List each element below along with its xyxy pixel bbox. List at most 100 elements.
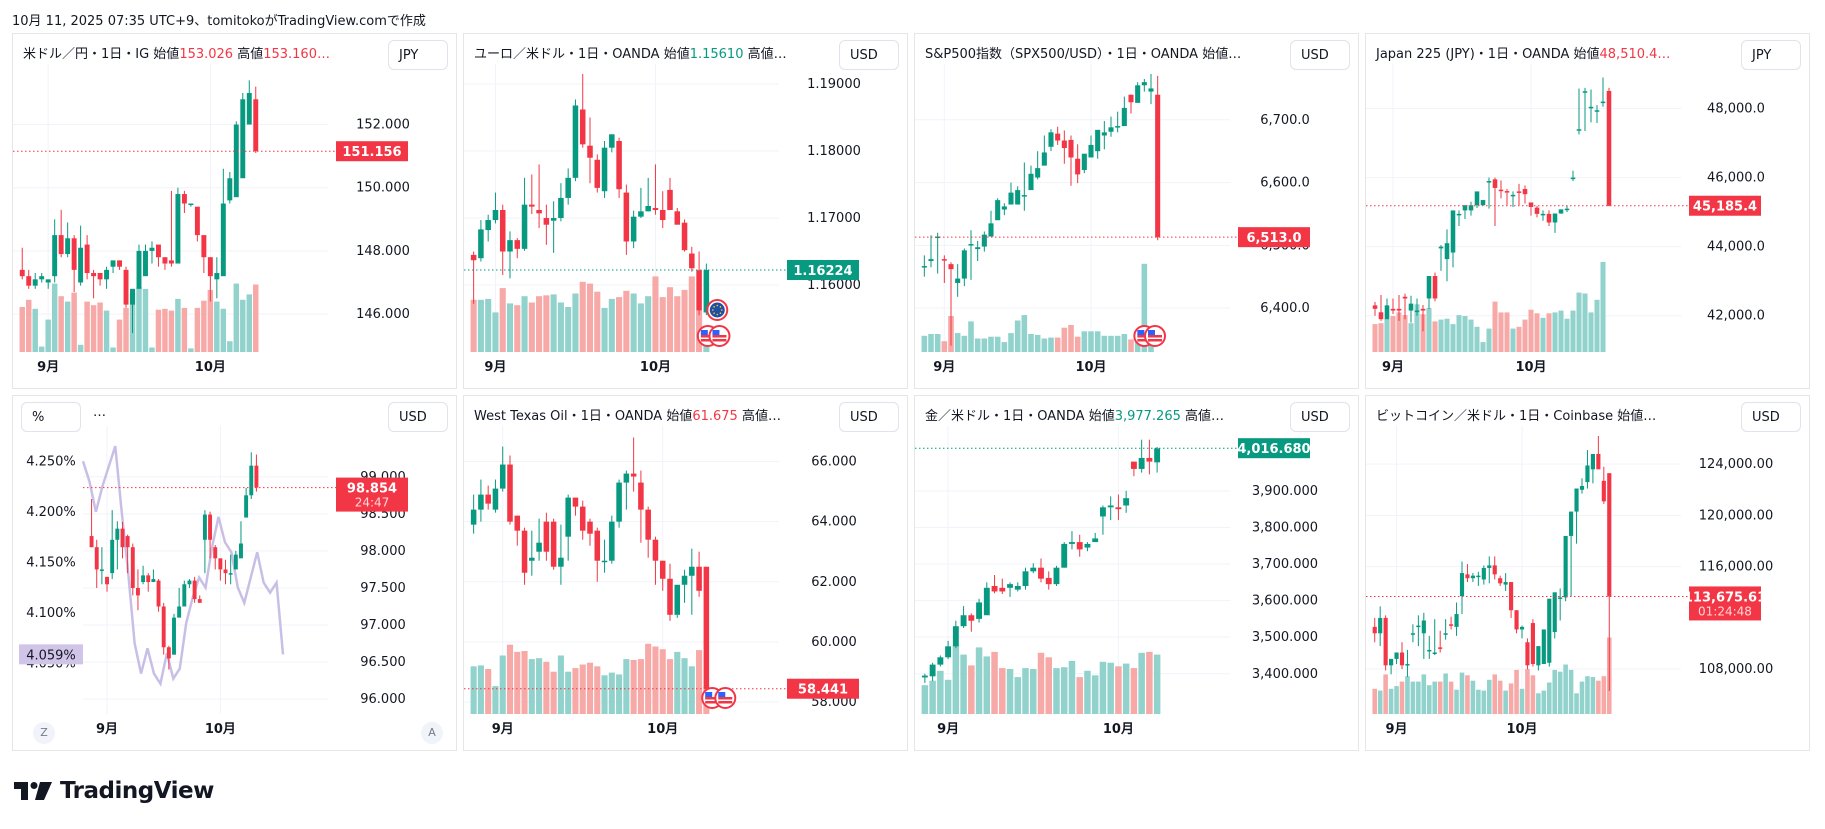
x-tick-label: 10月	[1506, 722, 1537, 737]
us-flag-icon[interactable]	[708, 325, 731, 347]
zoom-z-button[interactable]: Z	[33, 722, 55, 744]
volume-bar	[194, 307, 201, 352]
symbol-title: ユーロ／米ドル・1日・OANDA 始値1.15610 高値…	[474, 43, 787, 62]
y-tick-label: 6,700.0	[1260, 113, 1310, 128]
volume-bar	[1465, 675, 1470, 714]
candle	[141, 565, 146, 585]
chart-canvas[interactable]: 96.00096.50097.00097.50098.00098.50099.0…	[13, 396, 458, 752]
y-tick-label: 124,000.00	[1699, 457, 1773, 472]
volume-bar	[1497, 680, 1503, 714]
volume-bar	[1146, 651, 1153, 714]
chart-panel-xauusd[interactable]: 3,400.000 3,500.000 3,600.000 3,700.000 3,80…	[914, 395, 1359, 751]
eu-flag-icon[interactable]	[706, 299, 729, 321]
volume-bar	[1014, 677, 1022, 714]
chart-panel-dxy[interactable]: 96.000 96.500 97.000 97.500 98.000 98.500 99.0…	[12, 395, 457, 751]
currency-button[interactable]: USD	[1290, 402, 1350, 432]
volume-bar	[1028, 334, 1034, 352]
chart-canvas[interactable]: 42,000.0 44,000.0 46,000.0 48,000.0 9月 10月 45,…	[1366, 34, 1811, 390]
currency-button[interactable]: USD	[1741, 402, 1801, 432]
candle	[594, 154, 601, 193]
volume-bar	[1456, 315, 1462, 352]
candle	[667, 563, 673, 621]
currency-label: USD	[850, 410, 878, 425]
y-tick-label: 3,800.000	[1252, 520, 1318, 535]
candle	[529, 174, 535, 215]
us-flag-icon[interactable]	[1144, 325, 1166, 347]
candle	[1569, 511, 1574, 597]
currency-button[interactable]: USD	[388, 402, 448, 432]
auto-scale-button[interactable]: A	[421, 722, 443, 744]
candle	[1420, 305, 1426, 332]
x-tick-label: 9月	[492, 722, 514, 737]
candle	[1099, 505, 1106, 535]
chart-panel-spx500[interactable]: 6,400.06,500.06,600.06,700.09月10月6,513.0…	[914, 33, 1359, 389]
volume-bar	[201, 300, 207, 352]
volume-bar	[227, 341, 233, 352]
chart-panel-jp225[interactable]: 42,000.0 44,000.0 46,000.0 48,000.0 9月 10月 45,…	[1365, 33, 1810, 389]
tradingview-logo[interactable]: TradingView	[14, 778, 214, 804]
volume-bar	[550, 671, 557, 714]
chart-canvas[interactable]: 108,000.00 116,000.00 120,000.00 124,000.00…	[1366, 396, 1811, 752]
candle	[1015, 186, 1021, 205]
volume-bar	[207, 289, 214, 352]
x-tick-label: 10月	[1075, 360, 1106, 375]
volume-bar	[1114, 335, 1121, 352]
volume-bar	[514, 305, 521, 352]
percent-scale-button[interactable]: %	[21, 402, 81, 432]
volume-bar	[149, 347, 155, 352]
candle	[1146, 439, 1153, 475]
symbol-title: 金／米ドル・1日・OANDA 始値3,977.265 高値…	[925, 405, 1224, 424]
candle	[233, 121, 239, 198]
candle	[988, 210, 994, 237]
candle	[1076, 534, 1083, 557]
volume-bar	[1568, 669, 1574, 714]
chart-panel-usdjpy[interactable]: 146.000 148.000 150.000 152.000 9月 10月 151.156…	[12, 33, 457, 389]
chart-panel-wti[interactable]: 58.000 60.000 62.000 64.000 66.000 9月 10月 58.44…	[463, 395, 908, 751]
volume-bar	[637, 303, 644, 352]
volume-bar	[1148, 343, 1154, 352]
candle	[249, 452, 254, 500]
candle	[550, 201, 557, 253]
volume-bar	[1557, 671, 1563, 714]
chart-panel-btcusd[interactable]: 108,000.00 116,000.00 120,000.00 124,000.00…	[1365, 395, 1810, 751]
currency-button[interactable]: USD	[839, 402, 899, 432]
candle	[71, 235, 77, 292]
volume-bar	[674, 651, 681, 714]
volume-bar	[594, 666, 601, 714]
volume-bar	[1498, 312, 1504, 352]
chart-canvas[interactable]: 3,400.000 3,500.000 3,600.000 3,700.000 3,80…	[915, 396, 1360, 752]
x-tick-label: 9月	[37, 360, 59, 375]
currency-button[interactable]: JPY	[1741, 40, 1801, 70]
volume-bar	[1001, 342, 1008, 352]
candle	[1021, 162, 1027, 211]
currency-button[interactable]: USD	[839, 40, 899, 70]
candle	[921, 673, 928, 683]
y-tick-label: 44,000.0	[1707, 240, 1765, 255]
chart-canvas[interactable]: 58.000 60.000 62.000 64.000 66.000 9月 10月 58.44…	[464, 396, 909, 752]
y-tick-label: 3,600.000	[1252, 594, 1318, 609]
us-flag-icon[interactable]	[714, 687, 737, 709]
candle	[1155, 75, 1161, 241]
currency-button[interactable]: JPY	[388, 40, 448, 70]
candle	[1427, 635, 1432, 659]
volume-bar	[168, 310, 175, 352]
chart-canvas[interactable]: 146.000 148.000 150.000 152.000 9月 10月 151.156	[13, 34, 458, 390]
candle	[1101, 121, 1107, 150]
volume-bar	[1081, 331, 1088, 352]
chart-panel-eurusd[interactable]: 1.16000 1.17000 1.18000 1.19000 9月 10月 1.16224…	[463, 33, 908, 389]
chart-canvas[interactable]: 1.16000 1.17000 1.18000 1.19000 9月 10月 1.16224	[464, 34, 909, 390]
volume-bar	[1414, 304, 1420, 352]
candle	[39, 273, 45, 283]
volume-bar	[645, 643, 652, 714]
candle	[616, 137, 622, 198]
candle	[478, 479, 484, 522]
volume-bar	[1503, 690, 1508, 714]
candle	[156, 579, 161, 612]
y-tick-label: 96.500	[360, 655, 406, 670]
volume-bar	[616, 297, 623, 352]
currency-button[interactable]: USD	[1290, 40, 1350, 70]
volume-bar	[1564, 318, 1570, 352]
candle	[609, 134, 615, 153]
volume-bar	[246, 294, 252, 352]
